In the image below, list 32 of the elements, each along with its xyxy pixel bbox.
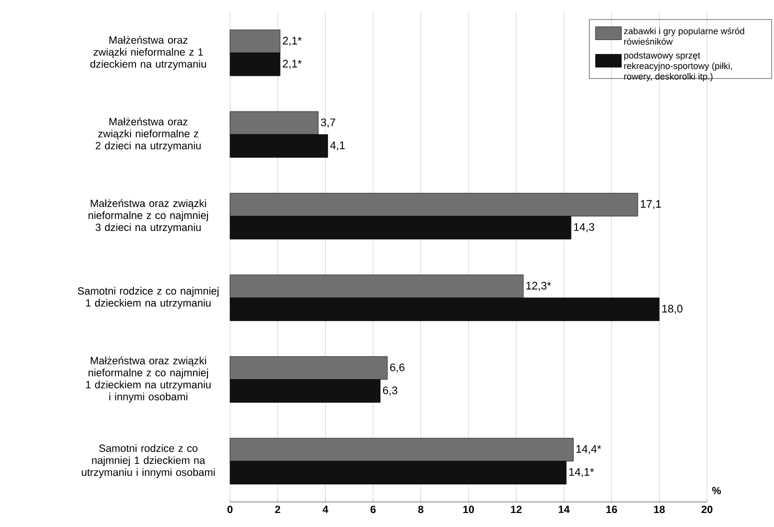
legend-label: zabawki i gry popularne wśród rówieśników <box>624 28 744 45</box>
x-tick-label: 12 <box>511 506 522 514</box>
data-label: 14,1* <box>569 468 594 478</box>
y-tick-label: Małżeństwa oraz związki nieformalne z co najmniej 3 dzieci na utrzymaniu <box>88 199 208 234</box>
data-label: 3,7 <box>320 118 336 128</box>
data-label: 4,1 <box>330 142 345 150</box>
x-tick-label: 6 <box>370 506 376 514</box>
x-tick-label: 4 <box>322 506 328 513</box>
x-tick-label: 16 <box>606 506 618 514</box>
data-label: 2,1* <box>282 36 302 46</box>
data-label: 17,1 <box>640 200 661 210</box>
data-label: 18,0 <box>662 304 682 314</box>
x-tick-label: 18 <box>654 506 665 514</box>
legend-label: podstawowy sprzęt rekreacyjno-sportowy (piłki, rowery, deskorolki itp.) <box>624 52 732 82</box>
x-tick-label: 2 <box>275 506 280 514</box>
y-tick-label: Samotni rodzice z co najmniej 1 dzieckiem na utrzymaniu <box>78 286 218 309</box>
data-label: 2,1* <box>282 60 302 69</box>
x-tick-label: 8 <box>418 506 424 514</box>
y-tick-label: Małżeństwa oraz związki nieformalne z 2 dzieci na utrzymaniu <box>96 118 201 152</box>
data-label: 6,6 <box>390 363 404 373</box>
data-label: 12,3* <box>526 282 552 291</box>
x-tick-label: 0 <box>227 506 232 514</box>
y-tick-label: Małżeństwa oraz związki nieformalne z co najmniej 1 dzieckiem na utrzymaniu i innymi osobami <box>86 356 211 402</box>
x-tick-label: 20 <box>702 506 712 514</box>
y-tick-label: Samotni rodzice z co najmniej 1 dzieckiem na utrzymaniu i innymi osobami <box>82 444 215 478</box>
data-label: 6,3 <box>383 386 398 396</box>
x-axis-title: % <box>712 486 721 494</box>
x-tick-label: 10 <box>463 506 474 514</box>
data-label: 14,3 <box>574 223 594 232</box>
x-tick-label: 14 <box>558 506 570 513</box>
data-label: 14,4* <box>576 445 602 454</box>
y-tick-label: Małżeństwa oraz związki nieformalne z 1 dzieckiem na utrzymaniu <box>90 36 206 70</box>
